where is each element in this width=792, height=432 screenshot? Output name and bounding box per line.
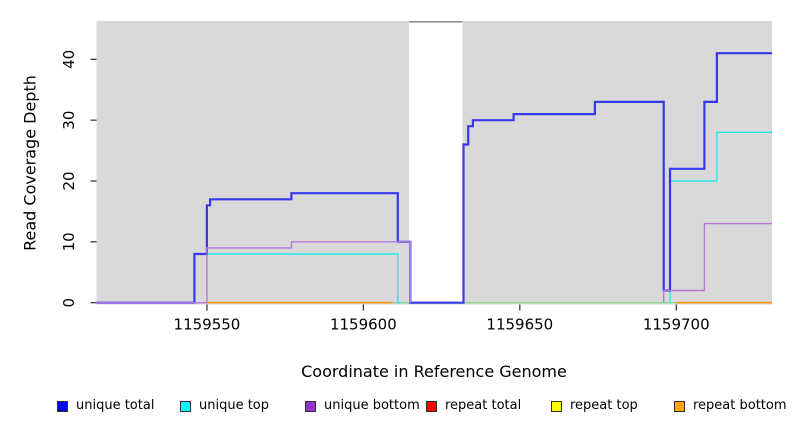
legend-item-repeat-top: repeat top — [551, 396, 638, 416]
legend-swatch-icon — [674, 400, 685, 412]
legend-label: repeat bottom — [693, 398, 787, 413]
legend-label: repeat total — [445, 398, 522, 413]
legend: unique total unique top unique bottom repea… — [0, 396, 792, 418]
x-axis-title: Coordinate in Reference Genome — [301, 362, 567, 381]
legend-item-unique-bottom: unique bottom — [305, 396, 420, 416]
x-tick-label: 1159550 — [174, 316, 241, 334]
legend-item-repeat-bottom: repeat bottom — [674, 396, 787, 416]
y-tick-label: 0 — [60, 298, 78, 308]
legend-swatch-icon — [180, 400, 191, 412]
x-tick-label: 1159650 — [486, 316, 553, 334]
y-tick-label: 20 — [60, 171, 78, 190]
y-tick-label: 10 — [60, 232, 78, 251]
legend-swatch-icon — [57, 400, 68, 412]
legend-label: unique top — [199, 398, 270, 413]
y-tick-label: 40 — [60, 50, 78, 69]
y-tick-label: 30 — [60, 111, 78, 130]
legend-swatch-icon — [305, 400, 316, 412]
x-tick-label: 1159600 — [330, 316, 397, 334]
legend-swatch-icon — [551, 400, 562, 412]
legend-item-repeat-total: repeat total — [426, 396, 521, 416]
series-line-unique-total — [96, 52, 772, 304]
legend-label: unique bottom — [324, 398, 420, 413]
legend-label: unique total — [76, 398, 155, 413]
masked-region — [409, 21, 463, 304]
legend-item-unique-top: unique top — [180, 396, 269, 416]
x-tick-label: 1159700 — [643, 316, 710, 334]
legend-swatch-icon — [426, 400, 437, 412]
series-line-unique-bottom — [96, 222, 772, 304]
y-axis-title: Read Coverage Depth — [20, 75, 40, 251]
legend-label: repeat top — [570, 398, 638, 413]
legend-item-unique-total: unique total — [57, 396, 154, 416]
